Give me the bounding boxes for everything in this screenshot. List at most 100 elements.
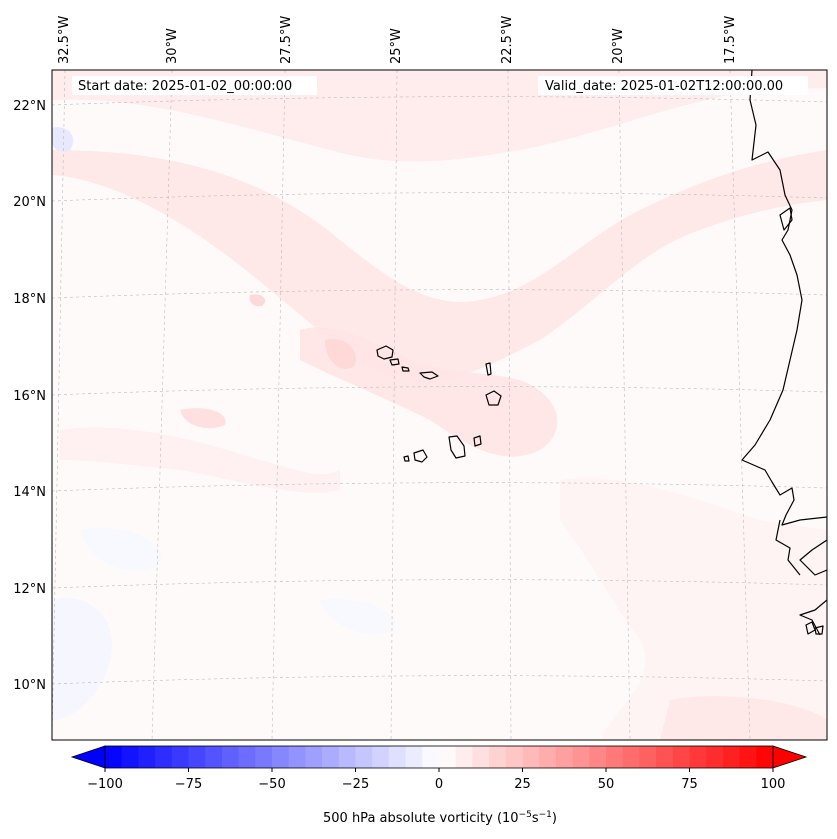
meridian-32-5w (52, 70, 66, 740)
island-brava (403, 455, 410, 462)
colorbar-cell (722, 746, 741, 768)
colorbar-label-mid: s (532, 811, 539, 826)
colorbar-tick-label: 75 (681, 777, 698, 792)
island-fogo (413, 449, 428, 463)
colorbar-tick-label: −75 (175, 777, 202, 792)
lon-label-17-5w: 17.5°W (723, 16, 738, 64)
colorbar-cell (489, 746, 507, 768)
vorticity-band-east-coast (560, 478, 827, 740)
vorticity-negative-patch-2 (52, 598, 112, 720)
meridian-17-5w (729, 70, 751, 740)
colorbar-tick-label: −50 (258, 777, 285, 792)
colorbar-label-end: ) (552, 811, 557, 826)
lon-label-27-5w: 27.5°W (279, 16, 294, 64)
valid-date-label: Valid_date: 2025-01-02T12:00:00.00 (545, 79, 783, 94)
bissagos-islands (805, 621, 824, 635)
colorbar-tick-label: −25 (342, 777, 369, 792)
colorbar-cell (138, 746, 156, 768)
colorbar-extend-high (772, 745, 808, 769)
colorbar-cell (322, 746, 340, 768)
colorbar-cell (555, 746, 574, 768)
vorticity-patch-4 (660, 696, 827, 740)
island-santo-antao (376, 345, 394, 360)
lat-label-18n: 18°N (13, 292, 46, 307)
colorbar-tick-label: 50 (598, 777, 615, 792)
map-panel (52, 70, 827, 740)
vorticity-field (52, 70, 827, 740)
island-sao-vicente (389, 358, 400, 366)
lat-label-10n: 10°N (13, 678, 46, 693)
colorbar-ticks: −100 −75 −50 −25 0 25 50 75 100 (87, 768, 785, 792)
vorticity-band-cape-verde (300, 327, 558, 457)
lat-label-12n: 12°N (13, 582, 46, 597)
colorbar-cell (105, 746, 123, 768)
island-sal (485, 362, 492, 376)
colorbar-cell (338, 746, 356, 768)
valid-date-box (538, 76, 808, 95)
island-maio (473, 435, 482, 447)
lat-label-14n: 14°N (13, 485, 46, 500)
colorbar-label: 500 hPa absolute vorticity (10−5s−1) (323, 810, 557, 826)
colorbar-cell (439, 746, 457, 768)
colorbar-cell (739, 746, 757, 768)
island-boa-vista (485, 390, 502, 406)
meridian-30w (151, 70, 173, 740)
lon-label-32-5w: 32.5°W (57, 16, 72, 64)
vorticity-band-south (60, 427, 340, 493)
meridian-20w (618, 70, 631, 740)
parallel-10n (52, 675, 827, 685)
colorbar-cell (505, 746, 523, 768)
colorbar-tick-label: −100 (87, 777, 123, 792)
lon-label-30w: 30°W (165, 28, 180, 64)
colorbar-cell (388, 746, 407, 768)
colorbar-label-exp2: −1 (539, 810, 552, 820)
lat-label-22n: 22°N (13, 99, 46, 114)
colorbar-cell (221, 746, 240, 768)
colorbar-cell (522, 746, 540, 768)
island-santa-luzia (401, 366, 410, 372)
vorticity-negative-patch-1 (52, 127, 74, 152)
latitude-labels: 22°N 20°N 18°N 16°N 14°N 12°N 10°N (13, 99, 46, 693)
colorbar-tick-label: 25 (514, 777, 531, 792)
colorbar-tick-label: 0 (435, 777, 443, 792)
lon-label-20w: 20°W (611, 28, 626, 64)
colorbar: −100 −75 −50 −25 0 25 50 75 100 500 hPa absolute… (70, 745, 808, 826)
parallel-16n (52, 386, 827, 396)
vorticity-band-central (52, 150, 827, 382)
gridlines (52, 70, 827, 740)
colorbar-cell (405, 746, 423, 768)
canary-coast-island (779, 207, 793, 231)
island-sao-nicolau (419, 371, 439, 380)
colorbar-cell (455, 746, 473, 768)
start-date-box (72, 76, 317, 95)
colorbar-cell (121, 746, 139, 768)
lat-label-20n: 20°N (13, 195, 46, 210)
colorbar-cell (288, 746, 306, 768)
colorbar-cell (188, 746, 206, 768)
colorbar-cell (238, 746, 256, 768)
longitude-labels: 32.5°W 30°W 27.5°W 25°W 22.5°W 20°W 17.5… (57, 16, 738, 64)
colorbar-cell (689, 746, 707, 768)
senegal-river-inlet (775, 519, 801, 576)
colorbar-cell (572, 746, 590, 768)
colorbar-cell (656, 746, 674, 768)
map-frame (51, 69, 828, 741)
island-santiago (448, 435, 466, 459)
colorbar-cell (205, 746, 223, 768)
parallel-22n (52, 96, 827, 106)
africa-coastline (741, 70, 827, 636)
meridian-22-5w (507, 70, 512, 740)
colorbar-cell (622, 746, 640, 768)
colorbar-extend-low (70, 745, 106, 769)
parallel-18n (52, 289, 827, 299)
colorbar-cell (255, 746, 273, 768)
colorbar-label-exp1: −5 (519, 810, 532, 820)
vorticity-negative-patch-3 (80, 527, 162, 571)
colorbar-tick-label: 100 (761, 777, 786, 792)
colorbar-cell (756, 746, 774, 768)
colorbar-label-main: 500 hPa absolute vorticity (10 (323, 811, 519, 826)
colorbar-cell (639, 746, 657, 768)
start-date-label: Start date: 2025-01-02_00:00:00 (78, 79, 292, 94)
colorbar-cell (706, 746, 724, 768)
